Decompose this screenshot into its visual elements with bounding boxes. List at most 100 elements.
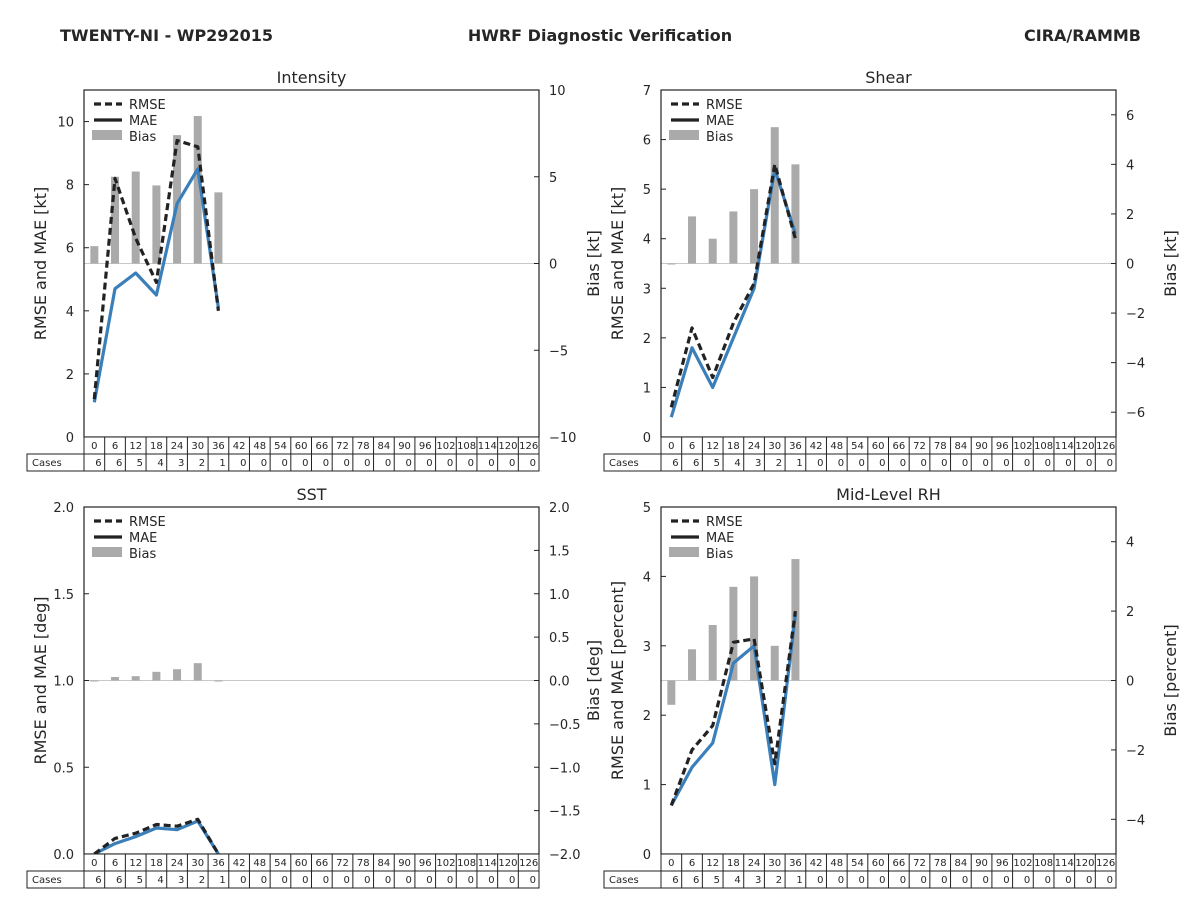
cases-cell: 5 [137, 875, 143, 886]
mae-line [92, 167, 220, 403]
y-tick-label: 6 [66, 242, 74, 257]
hour-cell: 120 [498, 858, 517, 869]
y2-axis-label: Bias [kt] [584, 230, 603, 297]
hour-cell: 102 [436, 441, 455, 452]
cases-cell: 0 [447, 875, 453, 886]
cases-cell: 0 [530, 458, 536, 469]
hour-cell: 42 [810, 858, 823, 869]
cases-cell: 0 [1065, 875, 1071, 886]
cases-label: Cases [32, 875, 62, 886]
cases-cell: 0 [941, 875, 947, 886]
hour-cell: 90 [975, 441, 988, 452]
y2-tick-label: 1.5 [549, 544, 570, 559]
hour-cell: 54 [274, 858, 287, 869]
bias-bar [791, 164, 800, 264]
cases-cell: 4 [157, 458, 163, 469]
y-tick-label: 1 [643, 381, 651, 396]
cases-row [26, 453, 540, 472]
cases-cell: 0 [879, 875, 885, 886]
cases-cell: 6 [672, 875, 678, 886]
hour-cell: 0 [668, 858, 674, 869]
y-tick-label: 2 [66, 368, 74, 383]
y-tick-label: 2.0 [53, 501, 74, 516]
cases-cell: 0 [385, 458, 391, 469]
cases-cell: 3 [178, 458, 184, 469]
cases-cell: 0 [1065, 458, 1071, 469]
hour-cell: 6 [689, 441, 695, 452]
bias-bar [193, 116, 202, 264]
legend-mae-label: MAE [706, 531, 734, 546]
hour-cell: 60 [872, 441, 885, 452]
cases-cell: 0 [343, 875, 349, 886]
hour-cell: 66 [315, 441, 328, 452]
storm-name-title: TWENTY-NI - WP292015 [60, 26, 273, 45]
y-tick-label: 4 [643, 233, 651, 248]
hour-cell: 60 [872, 858, 885, 869]
cases-cell: 0 [1107, 458, 1113, 469]
cases-label: Cases [609, 875, 639, 886]
cases-row [603, 870, 1117, 889]
y2-tick-label: 1.0 [549, 588, 570, 603]
cases-cell: 0 [447, 458, 453, 469]
y2-tick-label: −1.5 [549, 805, 581, 820]
hour-cell: 48 [253, 441, 266, 452]
cases-cell: 6 [116, 875, 122, 886]
cases-cell: 0 [817, 875, 823, 886]
cases-cell: 0 [1024, 458, 1030, 469]
bias-bar [770, 645, 779, 681]
hour-cell: 24 [748, 858, 761, 869]
chart-title: Intensity [277, 68, 347, 87]
hour-cell: 24 [748, 441, 761, 452]
cases-cell: 6 [672, 458, 678, 469]
cases-cell: 0 [1086, 458, 1092, 469]
hour-cell: 6 [689, 858, 695, 869]
hour-cell: 6 [112, 858, 118, 869]
bias-bar [193, 663, 202, 681]
y-tick-label: 4 [643, 570, 651, 585]
hour-cell: 36 [789, 441, 802, 452]
hour-cell: 102 [1013, 858, 1032, 869]
legend-mae-label: MAE [706, 114, 734, 129]
y2-tick-label: 0 [1126, 675, 1134, 690]
bias-bar [688, 649, 697, 681]
cases-cell: 0 [302, 458, 308, 469]
cases-cell: 1 [219, 458, 225, 469]
cases-cell: 0 [1003, 458, 1009, 469]
y2-tick-label: 10 [549, 84, 566, 99]
cases-cell: 4 [734, 875, 740, 886]
cases-cell: 0 [509, 875, 515, 886]
y-axis-label: RMSE and MAE [deg] [31, 596, 50, 764]
hour-cell: 72 [336, 441, 349, 452]
cases-cell: 0 [962, 458, 968, 469]
y-tick-label: 4 [66, 305, 74, 320]
hour-cell: 84 [378, 858, 391, 869]
hour-cell: 96 [419, 441, 432, 452]
y-tick-label: 0.5 [53, 761, 74, 776]
cases-cell: 0 [323, 458, 329, 469]
cases-cell: 0 [858, 875, 864, 886]
legend-rmse-label: RMSE [129, 515, 166, 530]
hour-cell: 60 [295, 441, 308, 452]
hour-cell: 18 [150, 441, 163, 452]
cases-cell: 0 [364, 458, 370, 469]
hour-cell: 108 [1034, 441, 1053, 452]
legend-rmse-label: RMSE [706, 98, 743, 113]
hour-cell: 18 [150, 858, 163, 869]
hour-cell: 114 [1055, 441, 1074, 452]
bias-bar [729, 211, 738, 264]
legend-bias-swatch [669, 130, 699, 140]
hour-cell: 54 [851, 441, 864, 452]
hour-cell: 126 [1096, 858, 1115, 869]
hour-cell: 18 [727, 858, 740, 869]
y-tick-label: 0 [643, 431, 651, 446]
bias-bar [688, 216, 697, 264]
y2-axis-label: Bias [deg] [584, 640, 603, 721]
hour-cell: 126 [519, 441, 538, 452]
hour-cell: 0 [91, 441, 97, 452]
hour-cell: 66 [315, 858, 328, 869]
mae-line [669, 614, 797, 807]
y2-tick-label: −5 [549, 344, 568, 359]
bias-bar [708, 238, 717, 264]
